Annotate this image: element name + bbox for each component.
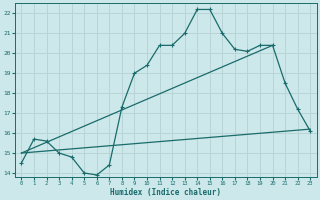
X-axis label: Humidex (Indice chaleur): Humidex (Indice chaleur) bbox=[110, 188, 221, 197]
